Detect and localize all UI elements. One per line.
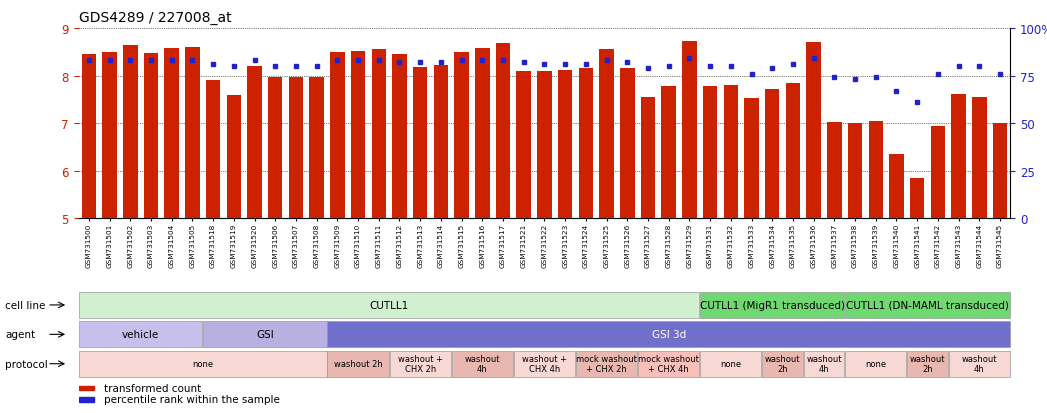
Bar	[638, 351, 699, 377]
Bar	[762, 351, 803, 377]
Bar	[804, 351, 844, 377]
Bar	[185, 48, 200, 219]
Bar	[82, 55, 96, 219]
Bar	[103, 52, 117, 219]
Bar	[389, 351, 451, 377]
Bar	[79, 351, 327, 377]
Bar	[514, 351, 575, 377]
Bar	[558, 71, 573, 219]
Bar	[845, 351, 907, 377]
Text: GDS4289 / 227008_at: GDS4289 / 227008_at	[79, 11, 231, 25]
Text: mock washout
+ CHX 2h: mock washout + CHX 2h	[576, 354, 637, 373]
Bar	[869, 121, 883, 219]
Bar	[79, 322, 202, 347]
Bar	[328, 351, 388, 377]
Text: washout
2h: washout 2h	[910, 354, 945, 373]
Bar	[393, 55, 406, 219]
Text: transformed count: transformed count	[105, 383, 202, 393]
Bar	[993, 124, 1007, 219]
Bar	[785, 83, 800, 219]
Text: GSI: GSI	[257, 330, 273, 339]
Bar	[806, 43, 821, 219]
Bar	[700, 351, 761, 377]
Bar	[620, 69, 634, 219]
Bar	[827, 123, 842, 219]
Bar	[79, 292, 699, 318]
Bar	[700, 292, 844, 318]
Text: none: none	[193, 359, 214, 368]
Bar	[206, 81, 220, 219]
Bar	[576, 351, 638, 377]
Bar	[703, 87, 717, 219]
Bar	[124, 45, 137, 219]
Bar	[454, 52, 469, 219]
Bar	[496, 44, 510, 219]
Bar	[164, 49, 179, 219]
Bar	[516, 71, 531, 219]
Text: none: none	[720, 359, 741, 368]
Text: none: none	[865, 359, 887, 368]
Text: CUTLL1: CUTLL1	[370, 300, 408, 310]
Text: percentile rank within the sample: percentile rank within the sample	[105, 394, 281, 404]
Bar	[744, 99, 759, 219]
Text: protocol: protocol	[5, 359, 48, 369]
Bar	[268, 78, 283, 219]
Bar	[949, 351, 1010, 377]
Bar	[372, 50, 386, 219]
Bar	[203, 322, 327, 347]
Bar	[79, 386, 93, 390]
Text: washout 2h: washout 2h	[334, 359, 382, 368]
Text: washout +
CHX 4h: washout + CHX 4h	[522, 354, 566, 373]
Text: washout
4h: washout 4h	[961, 354, 997, 373]
Text: CUTLL1 (MigR1 transduced): CUTLL1 (MigR1 transduced)	[699, 300, 845, 310]
Bar	[972, 98, 986, 219]
Bar	[413, 68, 427, 219]
Bar	[931, 126, 945, 219]
Bar	[641, 98, 655, 219]
Text: washout
4h: washout 4h	[465, 354, 500, 373]
Bar	[579, 69, 593, 219]
Bar	[433, 66, 448, 219]
Bar	[289, 78, 304, 219]
Bar	[683, 42, 696, 219]
Bar	[910, 178, 925, 219]
Bar	[908, 351, 948, 377]
Text: cell line: cell line	[5, 300, 46, 310]
Bar	[330, 52, 344, 219]
Bar	[848, 124, 863, 219]
Bar	[328, 322, 1010, 347]
Bar	[475, 49, 490, 219]
Bar	[662, 87, 676, 219]
Bar	[143, 54, 158, 219]
Text: GSI 3d: GSI 3d	[651, 330, 686, 339]
Bar	[889, 155, 904, 219]
Bar	[765, 90, 779, 219]
Text: agent: agent	[5, 330, 36, 339]
Text: washout
4h: washout 4h	[806, 354, 842, 373]
Bar	[226, 95, 241, 219]
Text: CUTLL1 (DN-MAML transduced): CUTLL1 (DN-MAML transduced)	[846, 300, 1009, 310]
Bar	[952, 95, 965, 219]
Bar	[79, 397, 93, 402]
Bar	[247, 67, 262, 219]
Bar	[599, 50, 614, 219]
Text: washout
2h: washout 2h	[764, 354, 800, 373]
Bar	[451, 351, 513, 377]
Bar	[537, 71, 552, 219]
Bar	[845, 292, 1010, 318]
Bar	[723, 86, 738, 219]
Text: vehicle: vehicle	[122, 330, 159, 339]
Bar	[310, 77, 324, 219]
Text: mock washout
+ CHX 4h: mock washout + CHX 4h	[639, 354, 699, 373]
Bar	[351, 52, 365, 219]
Text: washout +
CHX 2h: washout + CHX 2h	[398, 354, 443, 373]
